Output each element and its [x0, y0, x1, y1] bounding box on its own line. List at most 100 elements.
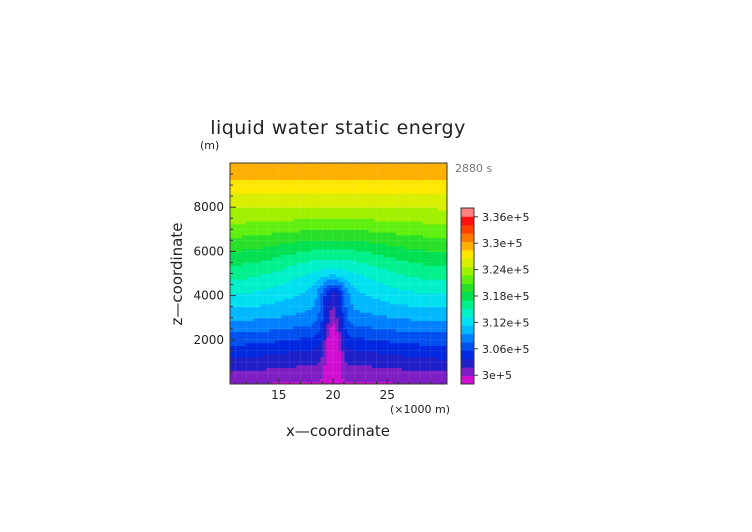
- field-cell: [236, 190, 240, 194]
- field-cell: [302, 356, 306, 360]
- field-cell: [251, 232, 255, 236]
- field-cell: [380, 337, 385, 341]
- field-cell: [413, 221, 418, 225]
- field-cell: [413, 290, 418, 294]
- field-cell: [254, 223, 258, 228]
- field-cell: [395, 337, 400, 341]
- field-cell: [410, 267, 415, 272]
- field-cell: [368, 372, 373, 377]
- field-cell: [257, 254, 261, 258]
- field-cell: [269, 353, 273, 357]
- field-cell: [242, 240, 246, 244]
- field-cell: [371, 381, 376, 384]
- field-cell: [383, 267, 388, 272]
- field-cell: [344, 301, 349, 305]
- field-cell: [350, 209, 355, 214]
- field-cell: [296, 240, 300, 244]
- field-cell: [350, 292, 355, 297]
- field-cell: [308, 221, 312, 225]
- field-cell: [371, 314, 376, 319]
- field-cell: [410, 273, 415, 277]
- field-cell: [365, 223, 370, 228]
- field-cell: [341, 223, 346, 228]
- field-cell: [290, 325, 294, 330]
- field-cell: [404, 303, 409, 308]
- field-cell: [293, 256, 297, 261]
- field-cell: [341, 209, 346, 214]
- field-cell: [392, 359, 397, 363]
- field-cell: [374, 215, 379, 219]
- field-cell: [281, 198, 285, 203]
- field-cell: [407, 215, 412, 219]
- field-cell: [341, 251, 346, 255]
- field-cell: [317, 361, 322, 366]
- field-cell: [332, 301, 337, 305]
- field-cell: [293, 303, 297, 308]
- field-cell: [269, 196, 273, 200]
- field-cell: [311, 234, 315, 239]
- field-cell: [242, 290, 246, 294]
- field-cell: [368, 176, 373, 181]
- field-cell: [284, 240, 288, 244]
- field-cell: [389, 301, 394, 305]
- field-cell: [275, 284, 279, 288]
- field-cell: [335, 339, 340, 344]
- field-cell: [383, 240, 388, 244]
- field-cell: [362, 342, 367, 346]
- field-cell: [341, 303, 346, 308]
- field-cell: [284, 342, 288, 346]
- field-cell: [272, 353, 276, 357]
- field-cell: [389, 196, 394, 200]
- field-cell: [413, 270, 418, 275]
- field-cell: [326, 168, 331, 172]
- field-cell: [344, 243, 349, 247]
- field-cell: [272, 334, 276, 338]
- field-cell: [278, 218, 282, 222]
- field-cell: [299, 334, 303, 338]
- field-cell: [410, 279, 415, 283]
- field-cell: [383, 292, 388, 297]
- field-cell: [341, 350, 346, 355]
- field-cell: [305, 215, 309, 219]
- field-cell: [284, 207, 288, 211]
- field-cell: [284, 361, 288, 366]
- field-cell: [335, 356, 340, 360]
- field-cell: [263, 301, 267, 305]
- field-cell: [365, 359, 370, 363]
- field-cell: [257, 243, 261, 247]
- field-cell: [329, 168, 334, 172]
- field-cell: [245, 254, 249, 258]
- field-cell: [356, 328, 361, 333]
- field-cell: [239, 168, 243, 172]
- field-cell: [407, 171, 412, 175]
- field-cell: [308, 232, 312, 236]
- field-cell: [269, 295, 273, 299]
- field-cell: [314, 209, 318, 214]
- field-cell: [320, 348, 325, 352]
- field-cell: [272, 279, 276, 283]
- field-cell: [398, 292, 403, 297]
- field-cell: [284, 254, 288, 258]
- field-cell: [332, 348, 337, 352]
- field-cell: [239, 301, 243, 305]
- field-cell: [287, 182, 291, 186]
- field-cell: [320, 256, 325, 261]
- field-cell: [260, 234, 264, 239]
- field-cell: [368, 367, 373, 371]
- field-cell: [404, 290, 409, 294]
- field-cell: [230, 303, 234, 308]
- field-cell: [326, 185, 331, 189]
- field-cell: [350, 234, 355, 239]
- field-cell: [404, 273, 409, 277]
- field-cell: [341, 359, 346, 363]
- field-cell: [338, 342, 343, 346]
- field-cell: [413, 292, 418, 297]
- field-cell: [266, 298, 270, 302]
- field-cell: [275, 306, 279, 311]
- field-cell: [356, 279, 361, 283]
- field-cell: [293, 248, 297, 252]
- field-cell: [338, 245, 343, 250]
- field-cell: [341, 287, 346, 291]
- field-cell: [305, 356, 309, 360]
- field-cell: [266, 176, 270, 181]
